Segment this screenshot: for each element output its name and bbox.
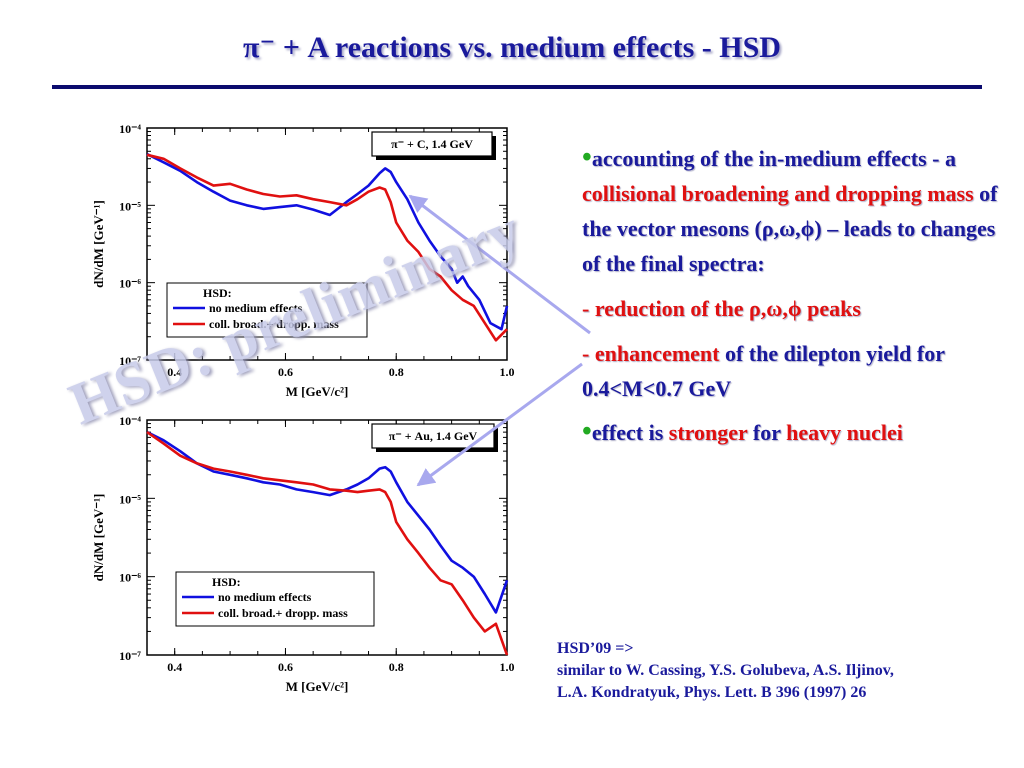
- plot-frame: [146, 419, 508, 656]
- reference-line-2: similar to W. Cassing, Y.S. Golubeva, A.…: [557, 662, 894, 679]
- x-tick-label: 0.8: [389, 660, 404, 674]
- x-axis-label: M [GeV/c²]: [286, 384, 349, 399]
- y-axis-label: dN/dM [GeV⁻¹]: [91, 200, 106, 288]
- bullet-1-text-red: collisional broadening and dropping mass: [582, 181, 974, 206]
- reference-line-3: L.A. Kondratyuk, Phys. Lett. B 396 (1997…: [557, 684, 867, 701]
- series-line: [146, 431, 509, 656]
- legend-box: [166, 282, 368, 338]
- reference-line-1: HSD’09 =>: [557, 640, 634, 657]
- label-box: [371, 131, 493, 157]
- series-line: [146, 152, 509, 331]
- bullet-1-text-b: of the vector mesons (ρ,ω,ϕ) – leads to …: [582, 181, 998, 276]
- series-line: [146, 153, 508, 342]
- x-axis-label: M [GeV/c²]: [286, 679, 349, 694]
- legend-title: HSD:: [212, 575, 241, 589]
- bullet-4: •effect is stronger for heavy nuclei: [582, 414, 1002, 450]
- x-tick-label: 1.0: [500, 365, 515, 379]
- label-box: [371, 423, 495, 449]
- arrow-to-bottom-chart: [416, 362, 583, 487]
- y-tick-label: 10⁻⁵: [119, 492, 141, 506]
- bullet-4-text-b: for: [747, 420, 787, 445]
- bullet-dot-icon: •: [582, 142, 592, 173]
- legend-title: HSD:: [203, 286, 232, 300]
- plot-frame: [146, 127, 508, 361]
- y-tick-label: 10⁻⁶: [119, 571, 141, 585]
- y-tick-label: 10⁻⁶: [119, 277, 141, 291]
- legend-label: coll. broad.+ dropp. mass: [218, 606, 348, 620]
- x-tick-label: 0.6: [278, 660, 293, 674]
- x-tick-label: 1.0: [500, 660, 515, 674]
- reference-block: HSD’09 => similar to W. Cassing, Y.S. Go…: [557, 638, 997, 704]
- x-tick-label: 0.4: [167, 365, 182, 379]
- bullet-1-text-a: accounting of the in-medium effects - a: [591, 146, 956, 171]
- y-tick-label: 10⁻⁴: [119, 122, 141, 136]
- y-tick-label: 10⁻⁷: [119, 354, 141, 368]
- bullet-2: - reduction of the ρ,ω,ϕ peaks: [582, 291, 1002, 326]
- reaction-label: π⁻ + C, 1.4 GeV: [391, 137, 473, 151]
- x-tick-label: 0.4: [167, 660, 182, 674]
- y-tick-label: 10⁻⁷: [119, 649, 141, 663]
- legend-label: no medium effects: [218, 590, 312, 604]
- bullet-dash: -: [582, 296, 590, 321]
- legend-label: coll. broad.+ dropp. mass: [209, 317, 339, 331]
- bullet-dot-icon: •: [582, 416, 592, 447]
- bullet-4-text-a: effect is: [591, 420, 669, 445]
- bullet-dash: -: [582, 341, 590, 366]
- x-tick-label: 0.8: [389, 365, 404, 379]
- bullet-1: •accounting of the in-medium effects - a…: [582, 140, 1002, 281]
- legend-box: [175, 571, 375, 627]
- reaction-label: π⁻ + Au, 1.4 GeV: [389, 429, 478, 443]
- y-tick-label: 10⁻⁵: [119, 199, 141, 213]
- bullet-3-text: of the dilepton yield for 0.4<M<0.7 GeV: [582, 341, 945, 401]
- x-tick-label: 0.6: [278, 365, 293, 379]
- arrow-to-top-chart: [408, 194, 591, 335]
- bullet-2-text: reduction of the ρ,ω,ϕ peaks: [594, 296, 861, 321]
- bullet-3: - enhancement of the dilepton yield for …: [582, 336, 1002, 406]
- y-axis-label: dN/dM [GeV⁻¹]: [91, 494, 106, 582]
- y-tick-label: 10⁻⁴: [119, 414, 141, 428]
- bullet-4-text-red2: heavy nuclei: [786, 420, 903, 445]
- bullet-3-text-red: enhancement: [594, 341, 720, 366]
- legend-label: no medium effects: [209, 301, 303, 315]
- slide-title: π⁻ + A reactions vs. medium effects - HS…: [243, 31, 781, 64]
- bullet-4-text-red1: stronger: [668, 420, 748, 445]
- series-line: [146, 430, 509, 614]
- bullet-list: •accounting of the in-medium effects - a…: [582, 140, 1002, 450]
- title-divider: [52, 85, 982, 89]
